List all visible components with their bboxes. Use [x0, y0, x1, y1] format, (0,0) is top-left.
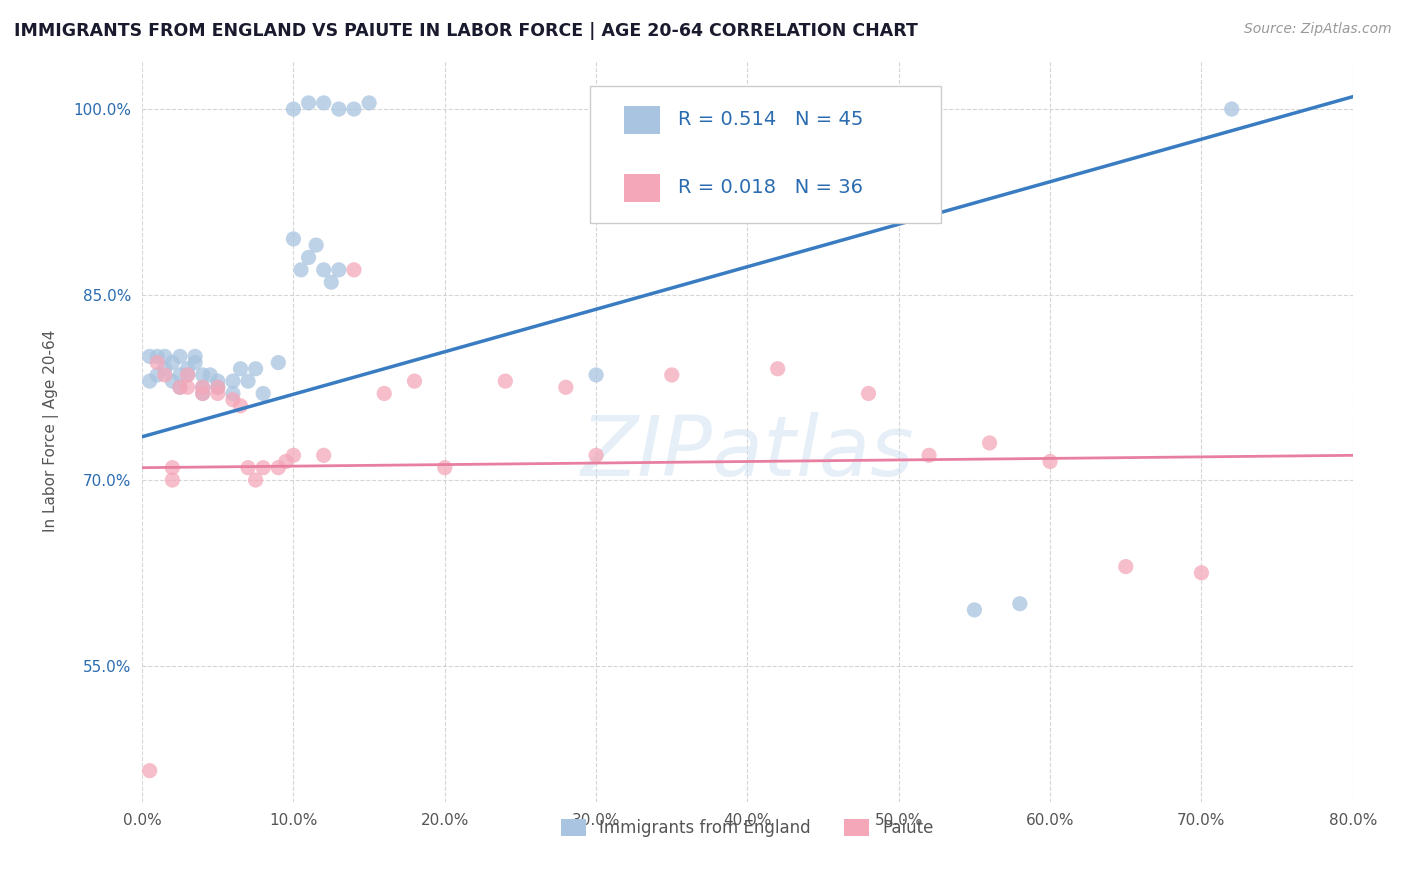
Point	[359, 95, 381, 110]
FancyBboxPatch shape	[591, 86, 941, 223]
Point	[328, 262, 350, 277]
Point	[963, 603, 986, 617]
Point	[245, 361, 267, 376]
Legend: Immigrants from England, Paiute: Immigrants from England, Paiute	[553, 810, 942, 846]
Point	[207, 380, 229, 394]
Point	[918, 448, 941, 462]
Point	[153, 350, 176, 364]
Point	[176, 368, 198, 382]
Point	[176, 380, 198, 394]
Point	[222, 392, 245, 407]
Point	[554, 380, 576, 394]
Point	[169, 380, 191, 394]
Point	[138, 764, 160, 778]
Point	[283, 102, 305, 116]
Point	[312, 448, 335, 462]
Point	[373, 386, 395, 401]
Point	[343, 262, 366, 277]
Point	[191, 368, 214, 382]
Point	[236, 460, 259, 475]
Point	[290, 262, 312, 277]
Point	[297, 95, 319, 110]
Text: R = 0.018   N = 36: R = 0.018 N = 36	[679, 178, 863, 197]
Text: ZIPatlas: ZIPatlas	[581, 412, 914, 493]
Bar	[624, 105, 661, 134]
Point	[1220, 102, 1243, 116]
Point	[169, 380, 191, 394]
Point	[169, 368, 191, 382]
Point	[191, 386, 214, 401]
Bar	[624, 174, 661, 202]
Point	[153, 368, 176, 382]
Point	[200, 368, 222, 382]
Point	[146, 355, 169, 369]
Point	[138, 350, 160, 364]
Point	[979, 436, 1001, 450]
Point	[297, 251, 319, 265]
Point	[585, 368, 607, 382]
Point	[433, 460, 456, 475]
Point	[661, 368, 683, 382]
Point	[252, 460, 274, 475]
Point	[328, 102, 350, 116]
Point	[245, 473, 267, 487]
Point	[343, 102, 366, 116]
Point	[312, 262, 335, 277]
Point	[191, 386, 214, 401]
Text: R = 0.514   N = 45: R = 0.514 N = 45	[679, 111, 863, 129]
Y-axis label: In Labor Force | Age 20-64: In Labor Force | Age 20-64	[44, 329, 59, 532]
Point	[305, 238, 328, 252]
Point	[229, 361, 252, 376]
Point	[146, 368, 169, 382]
Point	[1189, 566, 1212, 580]
Point	[858, 386, 880, 401]
Point	[169, 350, 191, 364]
Point	[207, 380, 229, 394]
Point	[153, 361, 176, 376]
Point	[138, 374, 160, 388]
Point	[176, 368, 198, 382]
Point	[184, 350, 207, 364]
Point	[283, 232, 305, 246]
Point	[222, 374, 245, 388]
Point	[252, 386, 274, 401]
Text: Source: ZipAtlas.com: Source: ZipAtlas.com	[1244, 22, 1392, 37]
Point	[207, 374, 229, 388]
Point	[222, 386, 245, 401]
Point	[283, 448, 305, 462]
Point	[146, 350, 169, 364]
Point	[176, 361, 198, 376]
Point	[404, 374, 426, 388]
Point	[274, 454, 297, 468]
Point	[191, 380, 214, 394]
Point	[229, 399, 252, 413]
Point	[267, 460, 290, 475]
Point	[585, 448, 607, 462]
Text: IMMIGRANTS FROM ENGLAND VS PAIUTE IN LABOR FORCE | AGE 20-64 CORRELATION CHART: IMMIGRANTS FROM ENGLAND VS PAIUTE IN LAB…	[14, 22, 918, 40]
Point	[162, 460, 184, 475]
Point	[162, 473, 184, 487]
Point	[321, 275, 343, 289]
Point	[766, 361, 789, 376]
Point	[236, 374, 259, 388]
Point	[494, 374, 516, 388]
Point	[162, 374, 184, 388]
Point	[162, 355, 184, 369]
Point	[1115, 559, 1137, 574]
Point	[312, 95, 335, 110]
Point	[191, 380, 214, 394]
Point	[1008, 597, 1031, 611]
Point	[1039, 454, 1062, 468]
Point	[184, 355, 207, 369]
Point	[207, 386, 229, 401]
Point	[267, 355, 290, 369]
